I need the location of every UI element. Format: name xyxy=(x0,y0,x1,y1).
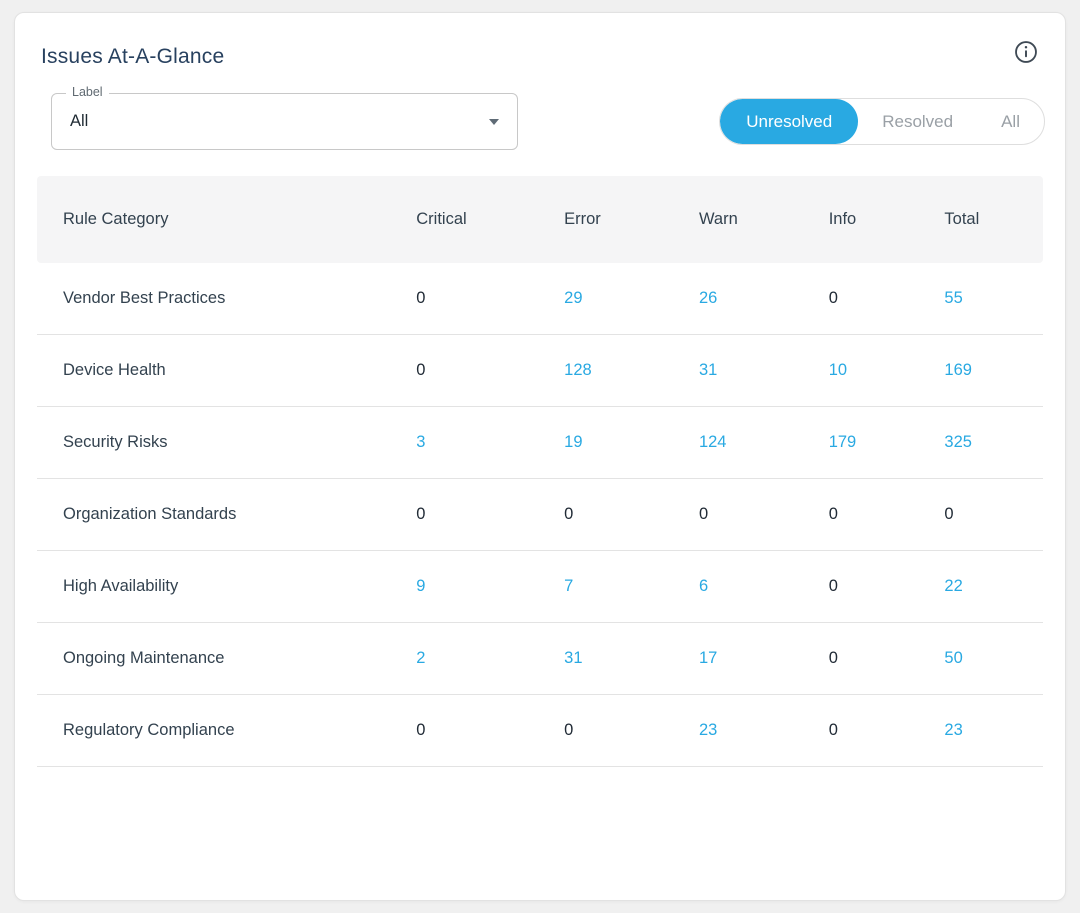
toggle-resolved[interactable]: Resolved xyxy=(858,99,977,144)
label-dropdown-value: All xyxy=(70,112,89,130)
cell-total[interactable]: 50 xyxy=(944,622,1043,695)
cell-error: 0 xyxy=(564,478,699,551)
cell-error[interactable]: 29 xyxy=(564,263,699,335)
col-rule-category: Rule Category xyxy=(37,176,417,263)
cell-critical: 0 xyxy=(416,334,565,407)
cell-info: 0 xyxy=(828,478,945,551)
row-category: Ongoing Maintenance xyxy=(37,622,417,695)
table-row: Device Health 0 128 31 10 169 xyxy=(37,334,1043,407)
cell-warn[interactable]: 6 xyxy=(698,550,829,623)
toggle-unresolved[interactable]: Unresolved xyxy=(720,99,859,144)
cell-critical[interactable]: 9 xyxy=(416,550,565,623)
cell-error[interactable]: 31 xyxy=(564,622,699,695)
cell-info: 0 xyxy=(828,550,945,623)
col-warn: Warn xyxy=(698,176,829,263)
cell-info[interactable]: 179 xyxy=(828,406,945,479)
col-critical: Critical xyxy=(416,176,565,263)
table-row: High Availability 9 7 6 0 22 xyxy=(37,550,1043,623)
table-row: Security Risks 3 19 124 179 325 xyxy=(37,406,1043,479)
row-category: Regulatory Compliance xyxy=(37,694,417,767)
info-icon-glyph xyxy=(1015,41,1037,63)
row-category: Organization Standards xyxy=(37,478,417,551)
col-info: Info xyxy=(828,176,945,263)
row-category: Vendor Best Practices xyxy=(37,263,417,335)
cell-info: 0 xyxy=(828,694,945,767)
cell-info: 0 xyxy=(828,622,945,695)
cell-warn[interactable]: 23 xyxy=(698,694,829,767)
table-row: Organization Standards 0 0 0 0 0 xyxy=(37,478,1043,551)
table-header-row: Rule Category Critical Error Warn Info T… xyxy=(37,176,1043,263)
cell-critical[interactable]: 3 xyxy=(416,406,565,479)
page-title: Issues At-A-Glance xyxy=(41,45,225,68)
col-total: Total xyxy=(944,176,1043,263)
filter-row: Label All Unresolved Resolved All xyxy=(51,85,1045,150)
table-header: Rule Category Critical Error Warn Info T… xyxy=(37,176,1043,263)
cell-error: 0 xyxy=(564,694,699,767)
cell-total[interactable]: 22 xyxy=(944,550,1043,623)
toggle-all[interactable]: All xyxy=(977,99,1044,144)
cell-error[interactable]: 7 xyxy=(564,550,699,623)
cell-warn[interactable]: 26 xyxy=(698,263,829,335)
table-body: Vendor Best Practices 0 29 26 0 55 Devic… xyxy=(37,263,1043,767)
status-toggle-group: Unresolved Resolved All xyxy=(719,98,1045,145)
cell-warn[interactable]: 124 xyxy=(698,406,829,479)
cell-critical: 0 xyxy=(416,263,565,335)
row-category: Device Health xyxy=(37,334,417,407)
table-row: Ongoing Maintenance 2 31 17 0 50 xyxy=(37,622,1043,695)
row-category: Security Risks xyxy=(37,406,417,479)
cell-critical: 0 xyxy=(416,478,565,551)
cell-critical: 0 xyxy=(416,694,565,767)
cell-total: 0 xyxy=(944,478,1043,551)
issues-table: Rule Category Critical Error Warn Info T… xyxy=(37,176,1043,767)
table-row: Vendor Best Practices 0 29 26 0 55 xyxy=(37,263,1043,335)
cell-total[interactable]: 325 xyxy=(944,406,1043,479)
cell-warn[interactable]: 17 xyxy=(698,622,829,695)
info-icon[interactable] xyxy=(1013,39,1039,65)
label-dropdown[interactable]: Label All xyxy=(51,85,518,150)
label-dropdown-label: Label xyxy=(66,85,109,99)
cell-warn[interactable]: 31 xyxy=(698,334,829,407)
cell-critical[interactable]: 2 xyxy=(416,622,565,695)
cell-info[interactable]: 10 xyxy=(828,334,945,407)
cell-total[interactable]: 55 xyxy=(944,263,1043,335)
cell-total[interactable]: 23 xyxy=(944,694,1043,767)
cell-total[interactable]: 169 xyxy=(944,334,1043,407)
chevron-down-icon xyxy=(489,118,499,125)
row-category: High Availability xyxy=(37,550,417,623)
cell-info: 0 xyxy=(828,263,945,335)
col-error: Error xyxy=(564,176,699,263)
cell-error[interactable]: 19 xyxy=(564,406,699,479)
cell-warn: 0 xyxy=(698,478,829,551)
table-row: Regulatory Compliance 0 0 23 0 23 xyxy=(37,694,1043,767)
cell-error[interactable]: 128 xyxy=(564,334,699,407)
card-header: Issues At-A-Glance xyxy=(27,39,1053,69)
issues-at-a-glance-card: Issues At-A-Glance Label All Unresolved … xyxy=(14,12,1066,901)
